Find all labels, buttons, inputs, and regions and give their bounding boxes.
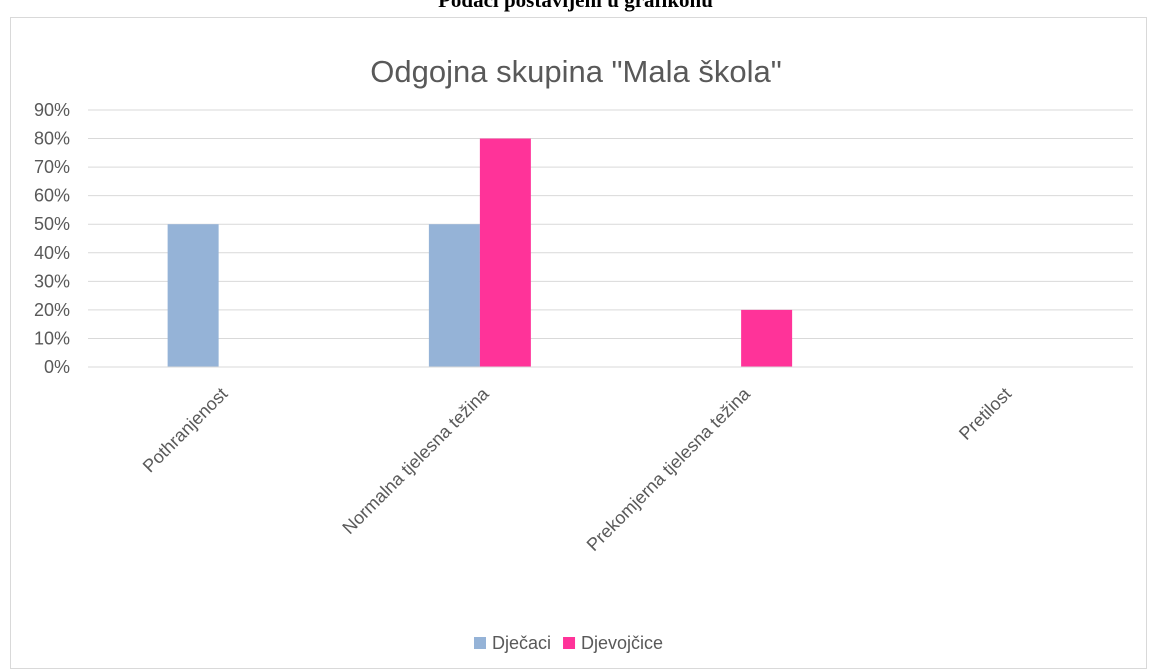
bar-girls-2 xyxy=(741,309,793,367)
document-caption: Podaci postavljeni u grafikonu xyxy=(438,0,713,12)
y-tick-label: 20% xyxy=(34,300,70,320)
legend-label-girls: Djevojčice xyxy=(581,633,663,653)
chart-title: Odgojna skupina "Mala škola" xyxy=(370,54,781,89)
y-tick-label: 90% xyxy=(34,100,70,120)
y-tick-label: 80% xyxy=(34,129,70,149)
bar-boys-0 xyxy=(167,224,219,367)
y-tick-label: 40% xyxy=(34,243,70,263)
y-tick-label: 30% xyxy=(34,271,70,291)
y-tick-label: 0% xyxy=(44,357,70,377)
legend-swatch-boys xyxy=(474,637,486,649)
bar-boys-1 xyxy=(428,224,480,367)
x-category-label: Pothranjenost xyxy=(139,384,232,477)
x-category-label: Normalna tjelesna težina xyxy=(338,383,493,538)
bars xyxy=(167,138,793,367)
legend: Dječaci Djevojčice xyxy=(474,633,663,653)
gridlines xyxy=(88,109,1133,339)
x-category-label: Prekomjerna tjelesna težina xyxy=(583,383,755,555)
x-category-label: Pretilost xyxy=(955,384,1015,444)
y-axis-ticks: 0% 10% 20% 30% 40% 50% 60% 70% 80% 90% xyxy=(34,100,70,377)
bar-girls-1 xyxy=(479,138,531,367)
y-tick-label: 70% xyxy=(34,157,70,177)
legend-swatch-girls xyxy=(563,637,576,649)
y-tick-label: 10% xyxy=(34,328,70,348)
y-tick-label: 60% xyxy=(34,186,70,206)
y-tick-label: 50% xyxy=(34,214,70,234)
legend-label-boys: Dječaci xyxy=(492,633,551,653)
x-axis-categories: Pothranjenost Normalna tjelesna težina Pre… xyxy=(139,383,1015,555)
